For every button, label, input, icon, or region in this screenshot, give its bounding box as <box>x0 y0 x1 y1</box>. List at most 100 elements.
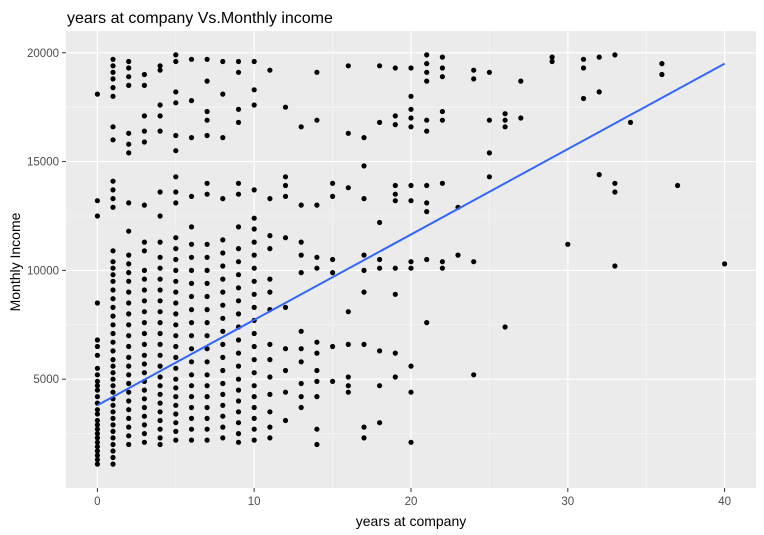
data-point <box>330 180 336 186</box>
data-point <box>565 241 571 247</box>
data-point <box>627 119 634 125</box>
data-point <box>361 163 367 169</box>
data-point <box>157 128 163 134</box>
data-point <box>408 363 414 369</box>
data-point <box>188 383 195 389</box>
data-point <box>126 130 132 136</box>
x-tick-label: 40 <box>718 496 731 508</box>
data-point <box>675 182 681 189</box>
data-point <box>110 259 116 265</box>
data-point <box>267 196 273 202</box>
data-point <box>141 128 147 134</box>
data-point <box>204 280 210 286</box>
data-point <box>330 256 336 263</box>
data-point <box>392 374 398 380</box>
data-point <box>251 102 257 108</box>
data-point <box>94 417 100 424</box>
data-point <box>110 461 116 467</box>
data-point <box>204 383 210 389</box>
data-point <box>251 278 257 284</box>
data-point <box>94 394 100 400</box>
data-point <box>173 52 179 58</box>
data-point <box>345 374 351 380</box>
data-point <box>518 115 524 121</box>
data-point <box>439 108 445 115</box>
data-point <box>330 378 336 384</box>
data-point <box>157 309 163 315</box>
data-point <box>173 365 179 371</box>
data-point <box>345 341 351 347</box>
data-point <box>94 448 100 454</box>
data-point <box>220 289 226 295</box>
data-point <box>157 391 163 397</box>
data-point <box>173 200 179 206</box>
data-point <box>345 383 351 389</box>
data-point <box>408 65 414 71</box>
data-point <box>220 135 226 141</box>
data-point <box>314 202 320 208</box>
data-point <box>596 172 602 178</box>
data-point <box>361 252 367 258</box>
data-point <box>173 343 179 350</box>
data-point <box>267 233 273 239</box>
data-point <box>173 289 179 295</box>
data-point <box>94 365 100 371</box>
data-point <box>157 63 163 69</box>
data-point <box>361 135 367 141</box>
data-point <box>94 452 100 458</box>
data-point <box>204 191 210 197</box>
data-point <box>110 313 116 319</box>
data-point <box>580 95 587 102</box>
data-point <box>126 372 132 378</box>
data-point <box>251 330 257 337</box>
data-point <box>188 415 195 421</box>
data-point <box>314 265 320 271</box>
data-point <box>267 424 273 430</box>
data-point <box>204 56 210 62</box>
data-point <box>157 67 163 73</box>
data-point <box>188 359 195 365</box>
data-point <box>392 122 398 128</box>
data-point <box>110 287 116 293</box>
data-point <box>126 65 132 71</box>
data-point <box>126 150 132 156</box>
data-point <box>157 441 163 448</box>
data-point <box>612 52 618 58</box>
data-point <box>251 415 257 421</box>
data-point <box>110 85 116 91</box>
data-point <box>188 135 195 141</box>
data-point <box>267 409 273 415</box>
data-point <box>549 54 555 60</box>
data-point <box>471 76 477 82</box>
data-point <box>126 389 132 395</box>
data-point <box>314 441 320 448</box>
data-point <box>722 261 728 267</box>
data-point <box>141 248 147 254</box>
data-point <box>157 374 163 380</box>
data-point <box>94 444 100 450</box>
data-point <box>157 400 163 406</box>
data-point <box>157 409 163 415</box>
data-point <box>204 415 210 421</box>
data-point <box>439 180 445 186</box>
data-point <box>439 54 445 60</box>
data-point <box>110 296 116 302</box>
data-point <box>377 383 383 389</box>
data-point <box>267 374 273 380</box>
data-point <box>110 376 116 382</box>
data-point <box>173 189 179 195</box>
data-point <box>220 263 226 269</box>
data-point <box>361 424 367 430</box>
data-point <box>157 287 163 293</box>
data-point <box>157 426 163 432</box>
y-tick-label: 10000 <box>27 265 59 277</box>
data-point <box>377 256 383 263</box>
data-point <box>235 259 242 265</box>
data-point <box>220 315 226 321</box>
y-tick-label: 15000 <box>27 157 59 169</box>
data-point <box>220 341 226 347</box>
data-point <box>173 246 179 252</box>
data-point <box>141 330 147 337</box>
data-point <box>141 309 147 315</box>
data-point <box>204 307 210 313</box>
